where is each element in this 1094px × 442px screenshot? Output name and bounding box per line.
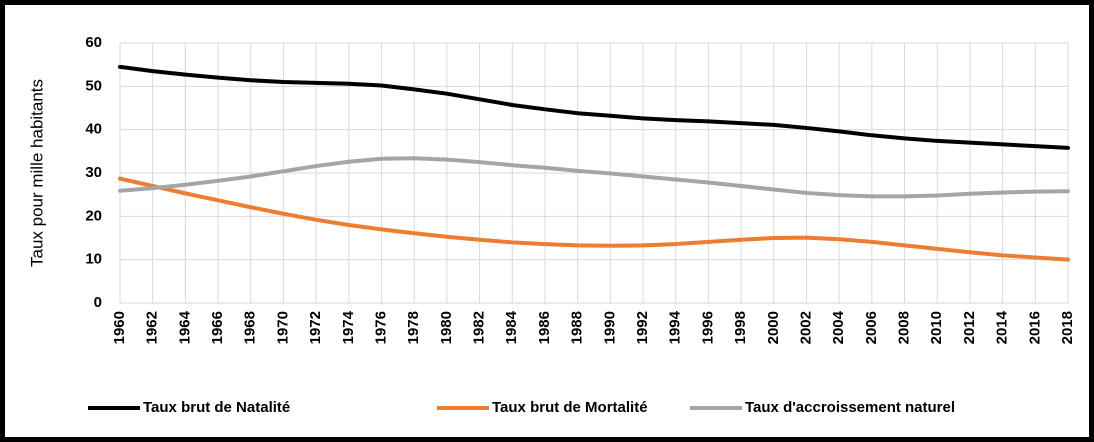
legend-label: Taux brut de Natalité [143,399,290,416]
y-tick-label: 10 [85,251,102,268]
x-tick-label: 1982 [471,311,488,344]
x-tick-label: 1968 [242,311,259,344]
y-tick-label: 40 [85,121,102,138]
x-tick-label: 1972 [307,311,324,344]
x-tick-label: 2012 [961,311,978,344]
x-tick-label: 1980 [438,311,455,344]
y-tick-label: 60 [85,34,102,51]
x-tick-label: 1974 [340,310,357,344]
x-tick-label: 1978 [405,311,422,344]
x-tick-label: 1960 [111,311,128,344]
x-tick-label: 2000 [765,311,782,344]
x-tick-label: 1988 [569,311,586,344]
legend-label: Taux brut de Mortalité [492,399,648,416]
x-tick-label: 1990 [601,311,618,344]
x-tick-label: 2002 [797,311,814,344]
x-tick-label: 1970 [274,311,291,344]
x-tick-label: 2010 [928,311,945,344]
series-line [118,156,1070,199]
y-axis-label: Taux pour mille habitants [27,79,46,267]
legend-label: Taux d'accroissement naturel [745,399,955,416]
x-tick-label: 1998 [732,311,749,344]
x-tick-label: 1966 [209,311,226,344]
x-tick-label: 1984 [503,310,520,344]
x-tick-label: 2008 [896,311,913,344]
x-tick-label: 1986 [536,311,553,344]
series-line [118,176,1070,262]
x-tick-label: 2018 [1059,311,1076,344]
x-tick-label: 1964 [176,310,193,344]
x-tick-label: 1992 [634,311,651,344]
series-line [118,64,1070,150]
x-tick-label: 1996 [699,311,716,344]
x-tick-label: 1976 [372,311,389,344]
x-tick-label: 1994 [667,310,684,344]
x-tick-label: 2014 [994,310,1011,344]
x-tick-label: 2004 [830,310,847,344]
x-tick-label: 1962 [144,311,161,344]
y-tick-label: 0 [94,294,102,311]
y-tick-label: 20 [85,207,102,224]
x-tick-label: 2016 [1026,311,1043,344]
y-tick-label: 50 [85,77,102,94]
y-tick-label: 30 [85,164,102,181]
x-tick-label: 2006 [863,311,880,344]
